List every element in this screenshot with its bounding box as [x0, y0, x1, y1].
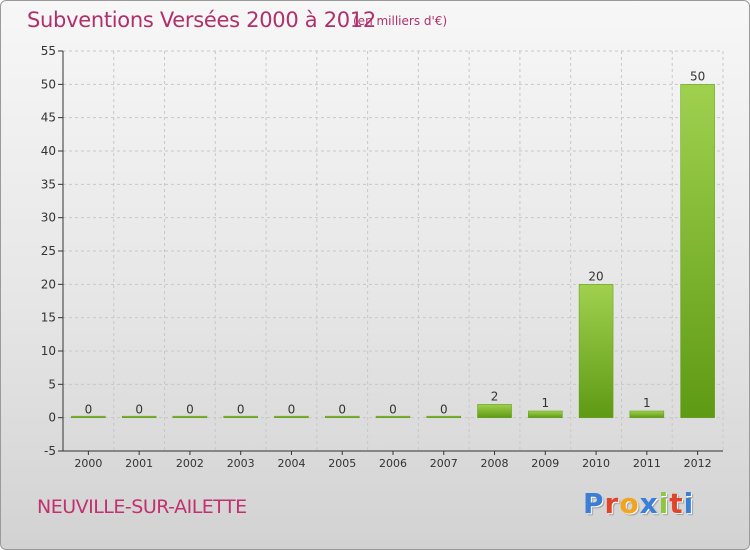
y-tick-label: 35	[41, 177, 56, 191]
bars	[71, 84, 715, 418]
data-label: 0	[288, 403, 296, 417]
x-tick-label: 2010	[582, 457, 610, 470]
axes	[58, 50, 723, 455]
bar	[375, 415, 411, 418]
data-label: 2	[491, 389, 499, 403]
x-tick-label: 2001	[125, 457, 153, 470]
bar	[223, 415, 258, 418]
data-label: 0	[237, 403, 245, 417]
bar	[324, 415, 360, 418]
bar	[172, 415, 208, 418]
bar	[629, 410, 665, 418]
x-tick-label: 2003	[227, 457, 255, 470]
x-tick-label: 2011	[633, 457, 661, 470]
y-tick-label: 0	[48, 411, 56, 425]
data-label: 20	[588, 269, 603, 283]
x-tick-label: 2002	[176, 457, 204, 470]
y-tick-label: 55	[41, 44, 56, 58]
labels: -505101520253035404550550200002001020020…	[41, 44, 712, 470]
y-tick-label: 15	[41, 311, 56, 325]
data-label: 0	[186, 403, 194, 417]
x-tick-label: 2007	[430, 457, 458, 470]
bar	[426, 415, 462, 418]
y-tick-label: 30	[41, 211, 56, 225]
bar	[477, 404, 512, 418]
chart-title: Subventions Versées 2000 à 2012	[27, 8, 376, 32]
unit-note: (en milliers d'€)	[353, 14, 448, 28]
data-label: 0	[338, 403, 346, 417]
x-tick-label: 2000	[74, 457, 102, 470]
bar	[578, 284, 614, 418]
data-label: 1	[541, 396, 549, 410]
data-label: 0	[135, 403, 143, 417]
x-tick-label: 2009	[531, 457, 559, 470]
bar	[680, 84, 715, 418]
logo-letter: r	[604, 487, 620, 520]
data-label: 0	[85, 403, 93, 417]
y-tick-label: 25	[41, 244, 56, 258]
x-tick-label: 2004	[277, 457, 305, 470]
y-tick-label: 10	[41, 344, 56, 358]
logo-letter: P	[583, 487, 605, 520]
bar	[528, 410, 563, 418]
proxiti-logo[interactable]: Proxiti	[583, 487, 694, 520]
data-label: 1	[643, 396, 651, 410]
grid	[62, 50, 724, 452]
logo-letter: i	[658, 487, 670, 520]
y-tick-label: 5	[48, 377, 56, 391]
y-tick-label: 45	[41, 111, 56, 125]
data-label: 0	[440, 403, 448, 417]
x-tick-label: 2008	[481, 457, 509, 470]
x-tick-label: 2012	[684, 457, 712, 470]
logo-letter: o	[619, 487, 640, 520]
y-tick-label: 50	[41, 77, 56, 91]
y-tick-label: -5	[44, 444, 56, 458]
data-label: 50	[690, 69, 705, 83]
bar	[274, 415, 309, 418]
logo-letter: i	[683, 487, 695, 520]
logo-letter: x	[639, 487, 659, 520]
y-tick-label: 40	[41, 144, 56, 158]
commune-name: NEUVILLE-SUR-AILETTE	[37, 496, 247, 518]
x-tick-label: 2005	[328, 457, 356, 470]
data-label: 0	[389, 403, 397, 417]
x-tick-label: 2006	[379, 457, 407, 470]
logo-letter: t	[669, 487, 684, 520]
bar	[71, 415, 106, 418]
y-tick-label: 20	[41, 277, 56, 291]
bar	[121, 415, 157, 418]
